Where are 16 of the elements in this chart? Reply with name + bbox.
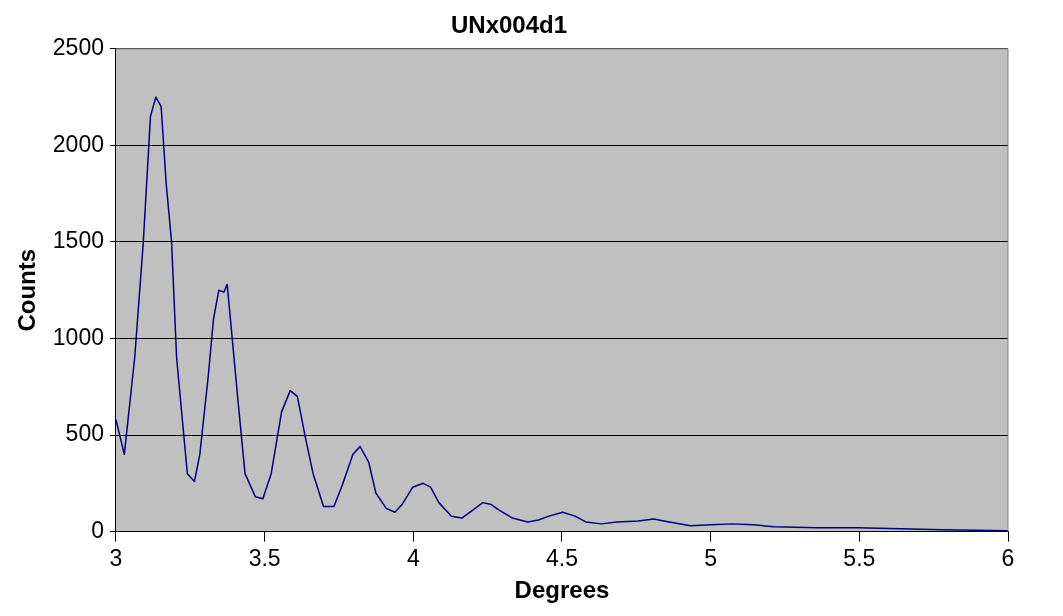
x-tick-label: 4.5: [545, 544, 578, 571]
y-tick-label: 2000: [52, 130, 104, 157]
y-tick-label: 500: [65, 420, 104, 447]
x-tick-label: 5.5: [843, 544, 876, 571]
x-tick-label: 4: [406, 544, 420, 571]
chart-title: UNx004d1: [450, 11, 568, 39]
y-tick-label: 2500: [52, 34, 104, 61]
x-tick-label: 5: [704, 544, 718, 571]
x-axis-title: Degrees: [514, 576, 610, 604]
y-axis-title: Counts: [13, 248, 41, 332]
x-tick-label: 6: [1001, 544, 1015, 571]
y-tick-label: 0: [91, 516, 104, 543]
y-tick-label: 1000: [52, 323, 104, 350]
x-tick-label: 3.5: [248, 544, 281, 571]
y-tick-label: 1500: [52, 227, 104, 254]
x-tick-label: 3: [109, 544, 123, 571]
